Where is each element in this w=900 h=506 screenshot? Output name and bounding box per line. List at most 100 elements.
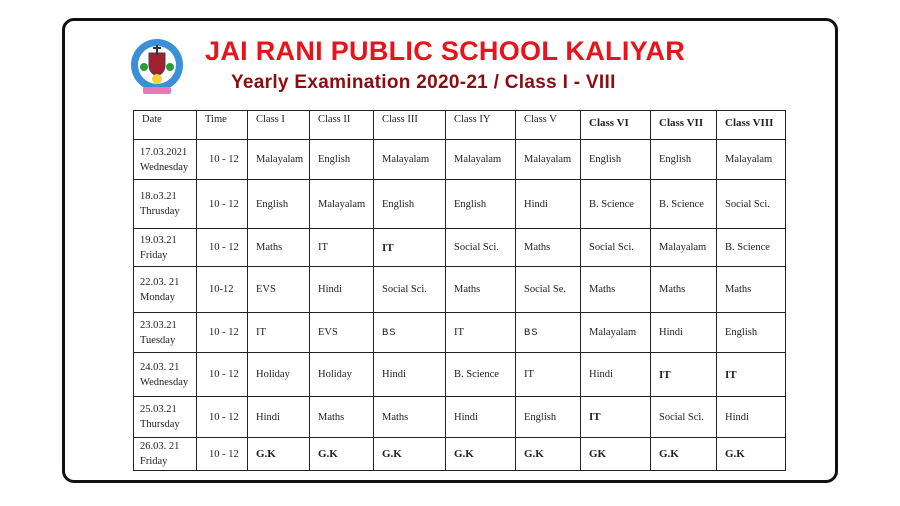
subject-cell: Maths [445, 266, 516, 313]
table-row: 24.03. 21 Wednesday 10 - 12 Holiday Holiday H… [133, 352, 786, 397]
subject-cell: G.K [716, 437, 786, 471]
subject-cell: G.K [445, 437, 516, 471]
subject-cell: Maths [309, 396, 374, 438]
subject-cell: Holiday [309, 352, 374, 397]
subject-cell: Malayalam [650, 228, 717, 267]
subject-cell: G.K [373, 437, 446, 471]
time-cell: 10 - 12 [196, 312, 248, 353]
date-text: 23.03.21 [140, 319, 177, 331]
subject-cell: Malayalam [445, 139, 516, 180]
table-row: 25.03.21 Thursday 10 - 12 Hindi Maths Maths Hi… [133, 396, 786, 438]
day-text: Friday [140, 249, 168, 261]
header-class-1: Class I [247, 110, 310, 140]
subject-cell: B. Science [650, 179, 717, 229]
day-text: Thursday [140, 419, 180, 430]
subject-cell: G.K [309, 437, 374, 471]
subject-cell: English [580, 139, 651, 180]
date-text: 26.03. 21 [140, 441, 180, 452]
subject-cell: Social Sci. [650, 396, 717, 438]
subject-cell: IT [580, 396, 651, 438]
date-text: 22.03. 21 [140, 276, 180, 288]
subject-cell: English [445, 179, 516, 229]
subject-cell: IT [716, 352, 786, 397]
subject-cell: English [716, 312, 786, 353]
subject-cell: Maths [650, 266, 717, 313]
subject-cell: G.K [650, 437, 717, 471]
date-cell: 22.03. 21 Monday [133, 266, 197, 313]
table-row: 19.03.21 Friday 10 - 12 Maths IT IT Social Sci… [133, 228, 786, 267]
subject-cell: IT [373, 228, 446, 267]
subject-cell: English [515, 396, 581, 438]
subject-cell: Social Sci. [373, 266, 446, 313]
subject-cell: Social Sci. [716, 179, 786, 229]
subject-cell: IT [247, 312, 310, 353]
date-cell: 19.03.21 Friday [133, 228, 197, 267]
subject-cell: BS [515, 312, 581, 353]
date-text: 17.03.2021 [140, 146, 188, 158]
time-cell: 10 - 12 [196, 437, 248, 471]
subject-cell: Hindi [373, 352, 446, 397]
subject-cell: Social Se. [515, 266, 581, 313]
school-title: JAI RANI PUBLIC SCHOOL KALIYAR [205, 36, 686, 66]
subject-cell: English [309, 139, 374, 180]
date-cell: 23.03.21 Tuesday [133, 312, 197, 353]
subject-cell: B. Science [716, 228, 786, 267]
date-text: 19.03.21 [140, 234, 177, 246]
subject-cell: Malayalam [247, 139, 310, 180]
subject-cell: English [650, 139, 717, 180]
day-text: Tuesday [140, 334, 176, 346]
subject-cell: BS [373, 312, 446, 353]
date-cell: 17.03.2021 Wednesday [133, 139, 197, 180]
subject-cell: Hindi [309, 266, 374, 313]
header-class-8: Class VIII [716, 110, 786, 140]
subject-cell: Malayalam [580, 312, 651, 353]
subject-cell: Holiday [247, 352, 310, 397]
subject-cell: IT [445, 312, 516, 353]
header-class-4: Class IY [445, 110, 516, 140]
time-cell: 10 - 12 [196, 179, 248, 229]
date-text: 24.03. 21 [140, 361, 180, 373]
day-text: Friday [140, 456, 168, 467]
subject-cell: English [373, 179, 446, 229]
subject-cell: B. Science [445, 352, 516, 397]
subject-cell: Social Sci. [580, 228, 651, 267]
subject-cell: EVS [309, 312, 374, 353]
exam-subtitle: Yearly Examination 2020-21 / Class I - V… [231, 72, 616, 93]
subject-cell: English [247, 179, 310, 229]
day-text: Wednesday [140, 376, 189, 388]
subject-cell: EVS [247, 266, 310, 313]
subject-cell: Maths [515, 228, 581, 267]
subject-cell: IT [309, 228, 374, 267]
date-cell: 26.03. 21 Friday [133, 437, 197, 471]
document-frame [62, 18, 838, 483]
subject-cell: IT [650, 352, 717, 397]
header-date: Date [133, 110, 197, 140]
subject-cell: Hindi [247, 396, 310, 438]
date-text: 25.03.21 [140, 404, 177, 415]
subject-cell: Malayalam [515, 139, 581, 180]
header-class-7: Class VII [650, 110, 717, 140]
header-time: Time [196, 110, 248, 140]
subject-cell: Hindi [445, 396, 516, 438]
subject-cell: GK [580, 437, 651, 471]
subject-cell: G.K [515, 437, 581, 471]
school-logo-icon [131, 39, 183, 94]
date-text: 18.o3.21 [140, 191, 177, 202]
table-row: 23.03.21 Tuesday 10 - 12 IT EVS BS IT BS Malayal… [133, 312, 786, 353]
table-row: 22.03. 21 Monday 10-12 EVS Hindi Social Sci. M… [133, 266, 786, 313]
header-class-2: Class II [309, 110, 374, 140]
subject-cell: Hindi [580, 352, 651, 397]
subject-cell: B. Science [580, 179, 651, 229]
day-text: Wednesday [140, 161, 189, 173]
subject-cell: Social Sci. [445, 228, 516, 267]
subject-cell: Maths [247, 228, 310, 267]
header-class-6: Class VI [580, 110, 651, 140]
time-cell: 10 - 12 [196, 396, 248, 438]
day-text: Thrusday [140, 206, 180, 217]
table-row: 26.03. 21 Friday 10 - 12 G.K G.K G.K G.K G.K GK G… [133, 437, 786, 471]
table-row: 18.o3.21 Thrusday 10 - 12 English Malayalam E… [133, 179, 786, 229]
subject-cell: Hindi [650, 312, 717, 353]
subject-cell: IT [515, 352, 581, 397]
header-class-5: Class V [515, 110, 581, 140]
subject-cell: Malayalam [309, 179, 374, 229]
